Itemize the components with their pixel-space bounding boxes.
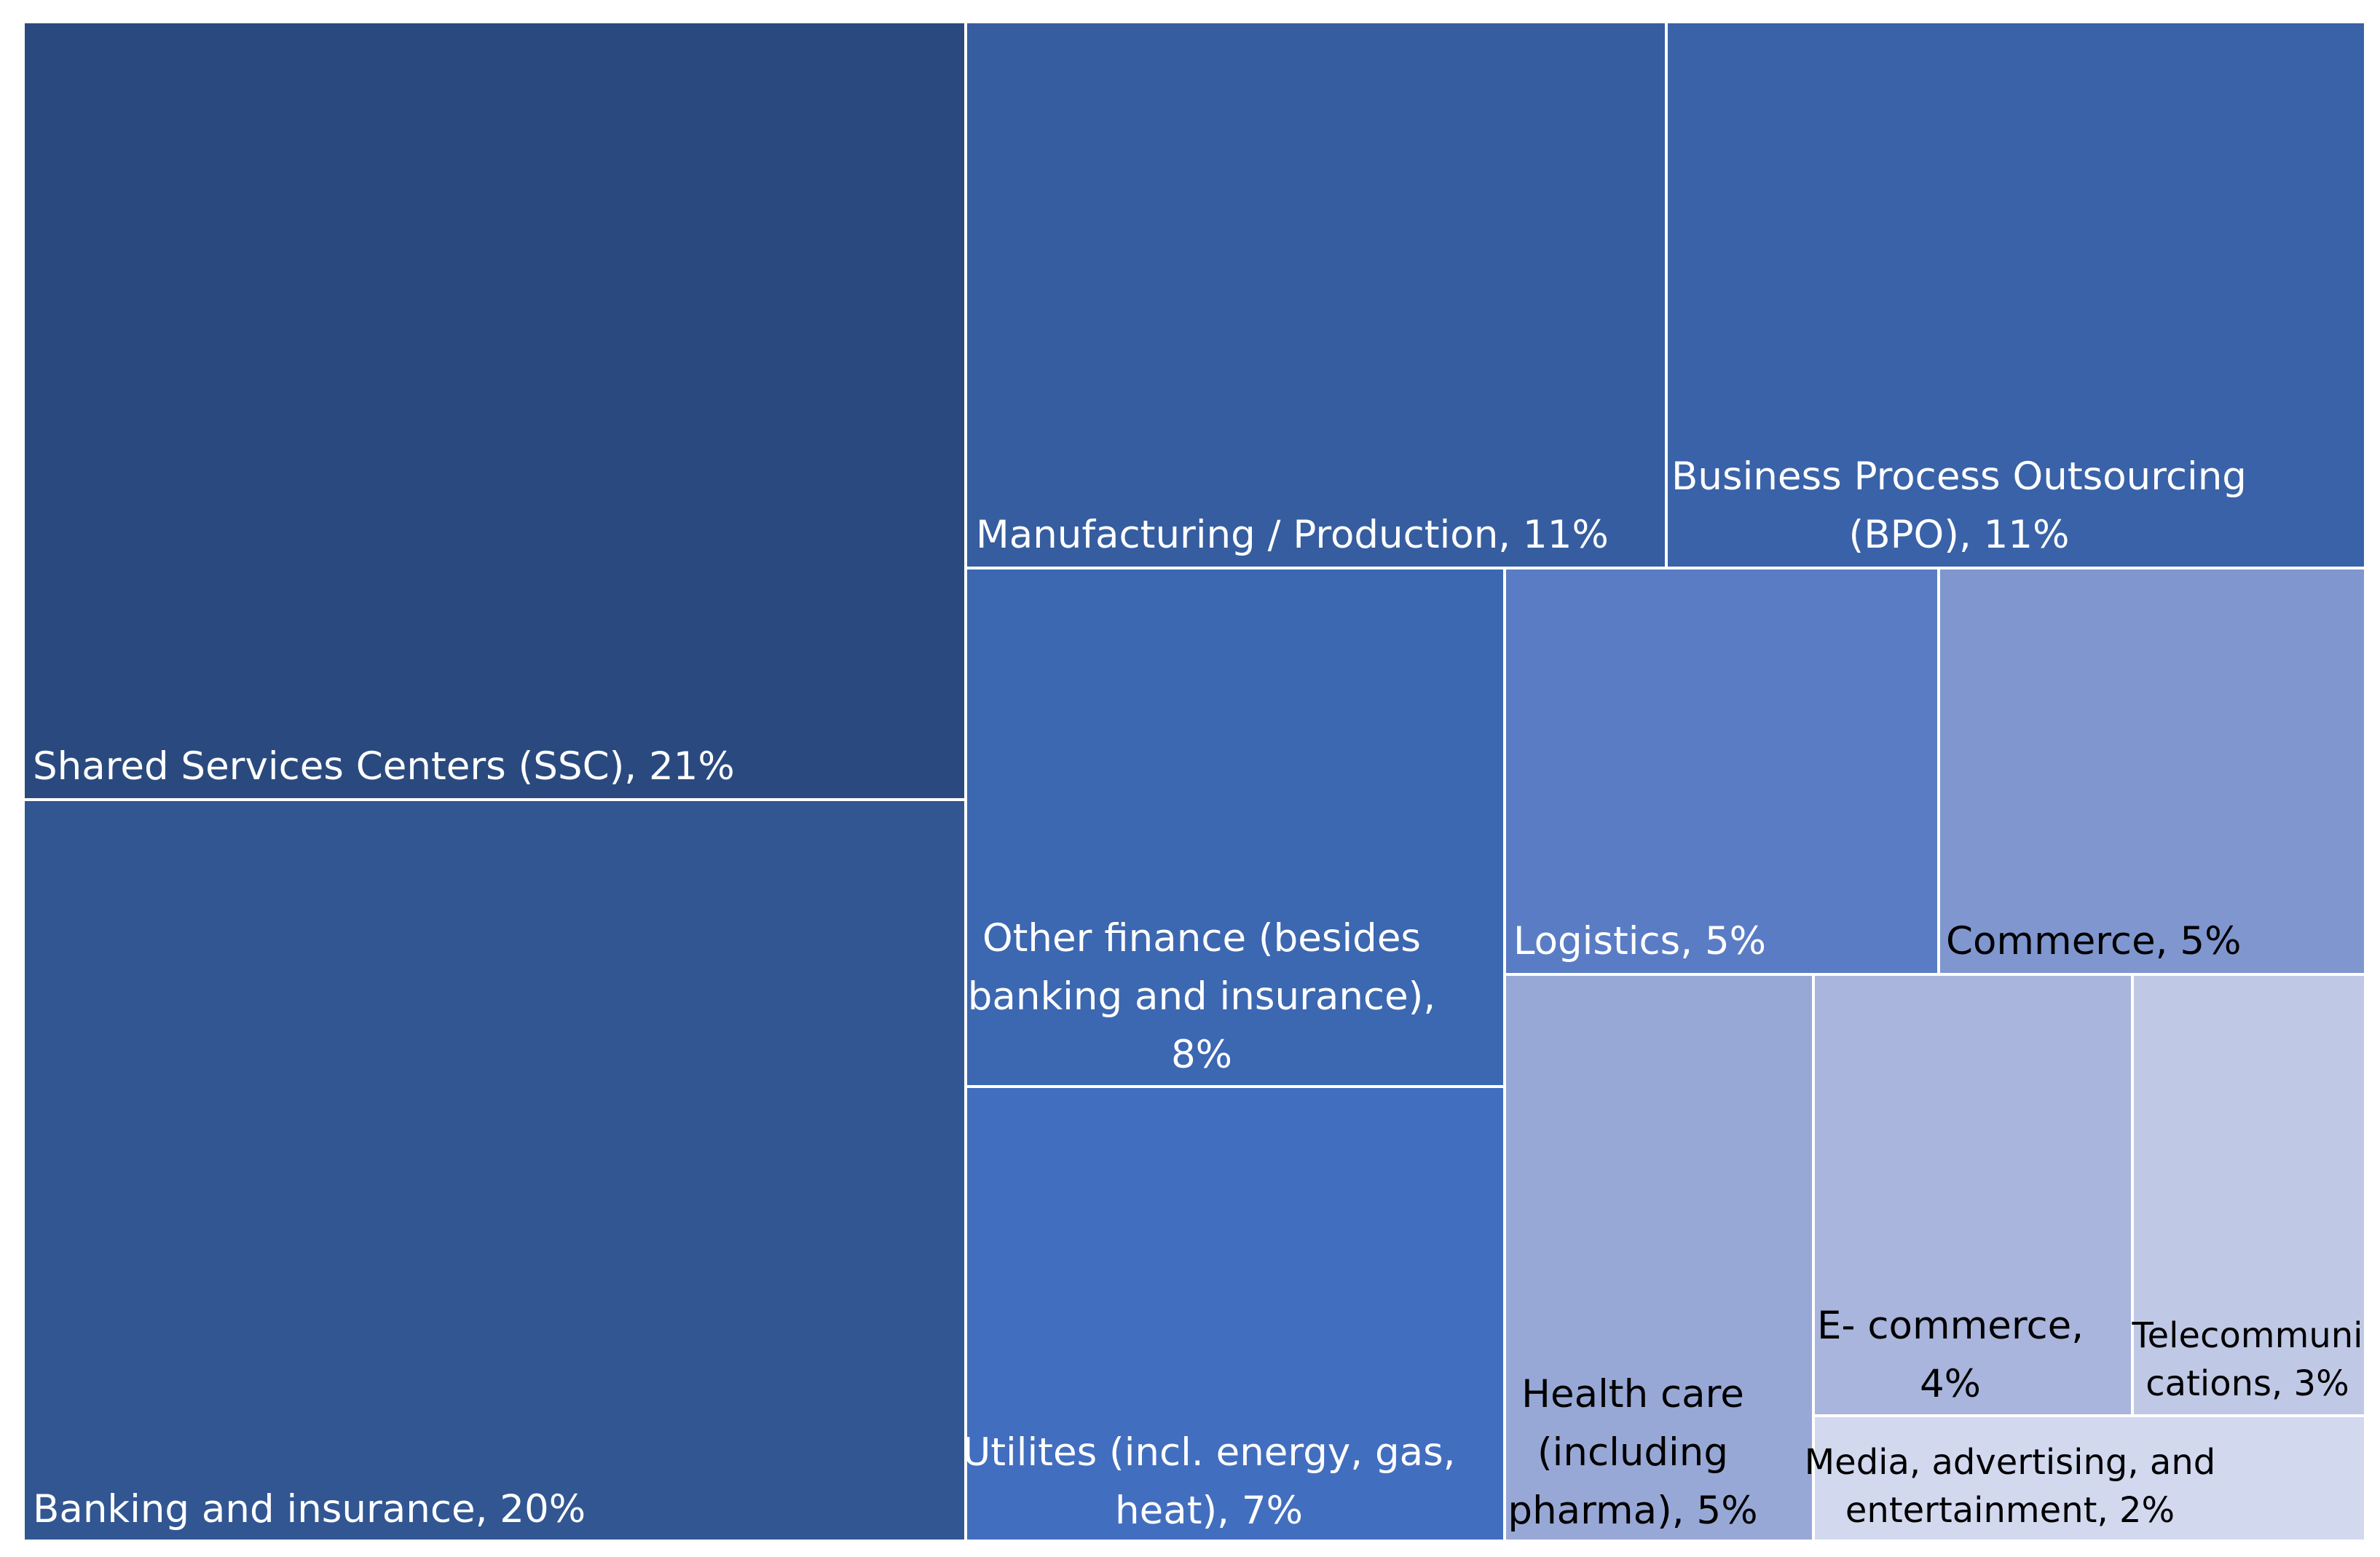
treemap-tile-commerce: Commerce, 5%: [1937, 567, 2367, 976]
treemap-rect-ecommerce: [1812, 973, 2134, 1417]
treemap-tile-banking: Banking and insurance, 20%: [22, 798, 967, 1542]
treemap-tile-media: Media, advertising, and entertainment, 2%: [1805, 1414, 2367, 1542]
treemap-tile-bpo: Business Process Outsourcing (BPO), 11%: [1665, 20, 2367, 569]
treemap-label-line: Shared Services Centers (SSC), 21%: [33, 744, 735, 789]
treemap-label-line: (BPO), 11%: [1849, 513, 2070, 557]
treemap-tile-ssc: Shared Services Centers (SSC), 21%: [22, 20, 967, 801]
treemap-label-ssc: Shared Services Centers (SSC), 21%: [33, 744, 735, 789]
treemap-label-utilities: Utilites (incl. energy, gas, heat), 7%: [962, 1430, 1455, 1533]
treemap-label-line: (including: [1537, 1430, 1728, 1475]
treemap-tile-telecom: Telecommuni cations, 3%: [2131, 973, 2367, 1417]
treemap-label-line: Business Process Outsourcing: [1671, 454, 2247, 499]
treemap-label-line: 4%: [1920, 1362, 1981, 1406]
treemap-label-line: heat), 7%: [1115, 1489, 1303, 1533]
treemap-label-line: Health care: [1521, 1372, 1744, 1416]
treemap-tile-manufacturing: Manufacturing / Production, 11%: [964, 20, 1668, 569]
treemap-label-line: Telecommuni: [2131, 1315, 2363, 1356]
treemap-rect-ssc: [22, 20, 967, 801]
treemap-label-bpo: Business Process Outsourcing (BPO), 11%: [1671, 454, 2247, 557]
treemap-label-telecom: Telecommuni cations, 3%: [2131, 1315, 2363, 1404]
treemap-label-line: Banking and insurance, 20%: [33, 1487, 586, 1532]
treemap-label-commerce: Commerce, 5%: [1946, 919, 2241, 963]
treemap-rect-health: [1503, 973, 1815, 1542]
treemap-label-line: pharma), 5%: [1508, 1489, 1757, 1533]
treemap-label-media: Media, advertising, and entertainment, 2%: [1805, 1442, 2215, 1531]
treemap-label-other_finance: Other finance (besides banking and insura…: [968, 916, 1435, 1077]
treemap-label-line: E- commerce,: [1817, 1304, 2084, 1348]
treemap-label-manufacturing: Manufacturing / Production, 11%: [976, 513, 1609, 557]
treemap-tile-ecommerce: E- commerce, 4%: [1812, 973, 2134, 1417]
treemap-rect-manufacturing: [964, 20, 1668, 569]
treemap-label-line: 8%: [1171, 1033, 1232, 1077]
treemap-label-line: cations, 3%: [2145, 1363, 2349, 1404]
treemap-tile-logistics: Logistics, 5%: [1503, 567, 1940, 976]
treemap-label-logistics: Logistics, 5%: [1513, 919, 1766, 963]
treemap-label-health: Health care (including pharma), 5%: [1508, 1372, 1757, 1533]
treemap-label-banking: Banking and insurance, 20%: [33, 1487, 586, 1532]
treemap-tile-other_finance: Other finance (besides banking and insura…: [964, 567, 1506, 1088]
treemap-label-line: Manufacturing / Production, 11%: [976, 513, 1609, 557]
treemap-label-line: Other finance (besides: [982, 916, 1421, 961]
treemap-label-line: Commerce, 5%: [1946, 919, 2241, 963]
treemap-label-line: entertainment, 2%: [1845, 1490, 2175, 1531]
treemap-rect-bpo: [1665, 20, 2367, 569]
treemap-rect-commerce: [1937, 567, 2367, 976]
treemap-label-line: banking and insurance),: [968, 974, 1435, 1019]
treemap-tile-utilities: Utilites (incl. energy, gas, heat), 7%: [962, 1085, 1506, 1542]
treemap-rect-utilities: [964, 1085, 1506, 1542]
treemap-label-line: Utilites (incl. energy, gas,: [962, 1430, 1455, 1475]
treemap-label-line: Logistics, 5%: [1513, 919, 1766, 963]
treemap-rect-telecom: [2131, 973, 2367, 1417]
treemap-label-line: Media, advertising, and: [1805, 1442, 2215, 1483]
treemap-rect-media: [1812, 1414, 2367, 1542]
treemap-tile-health: Health care (including pharma), 5%: [1503, 973, 1815, 1542]
treemap-label-ecommerce: E- commerce, 4%: [1817, 1304, 2084, 1406]
treemap-rect-banking: [22, 798, 967, 1542]
treemap-rect-logistics: [1503, 567, 1940, 976]
